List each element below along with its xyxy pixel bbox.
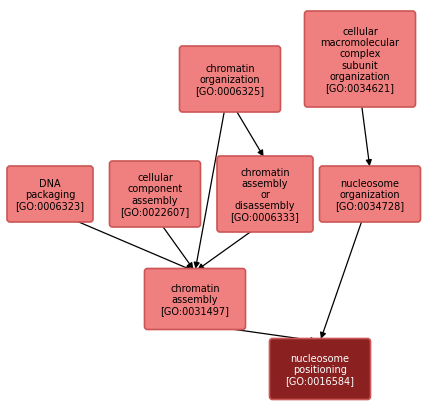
Text: DNA
packaging
[GO:0006323]: DNA packaging [GO:0006323] (16, 178, 85, 211)
FancyBboxPatch shape (109, 161, 201, 228)
Text: nucleosome
organization
[GO:0034728]: nucleosome organization [GO:0034728] (335, 178, 405, 211)
FancyBboxPatch shape (304, 12, 416, 108)
Text: chromatin
organization
[GO:0006325]: chromatin organization [GO:0006325] (195, 64, 265, 96)
Text: chromatin
assembly
or
disassembly
[GO:0006333]: chromatin assembly or disassembly [GO:00… (231, 167, 300, 222)
FancyBboxPatch shape (217, 157, 313, 233)
FancyBboxPatch shape (320, 166, 420, 223)
Text: cellular
component
assembly
[GO:0022607]: cellular component assembly [GO:0022607] (120, 173, 190, 216)
FancyBboxPatch shape (269, 339, 371, 399)
Text: chromatin
assembly
[GO:0031497]: chromatin assembly [GO:0031497] (160, 283, 229, 316)
Text: cellular
macromolecular
complex
subunit
organization
[GO:0034621]: cellular macromolecular complex subunit … (320, 27, 399, 93)
Text: nucleosome
positioning
[GO:0016584]: nucleosome positioning [GO:0016584] (286, 353, 354, 385)
FancyBboxPatch shape (144, 269, 245, 330)
FancyBboxPatch shape (7, 166, 93, 223)
FancyBboxPatch shape (180, 47, 280, 113)
